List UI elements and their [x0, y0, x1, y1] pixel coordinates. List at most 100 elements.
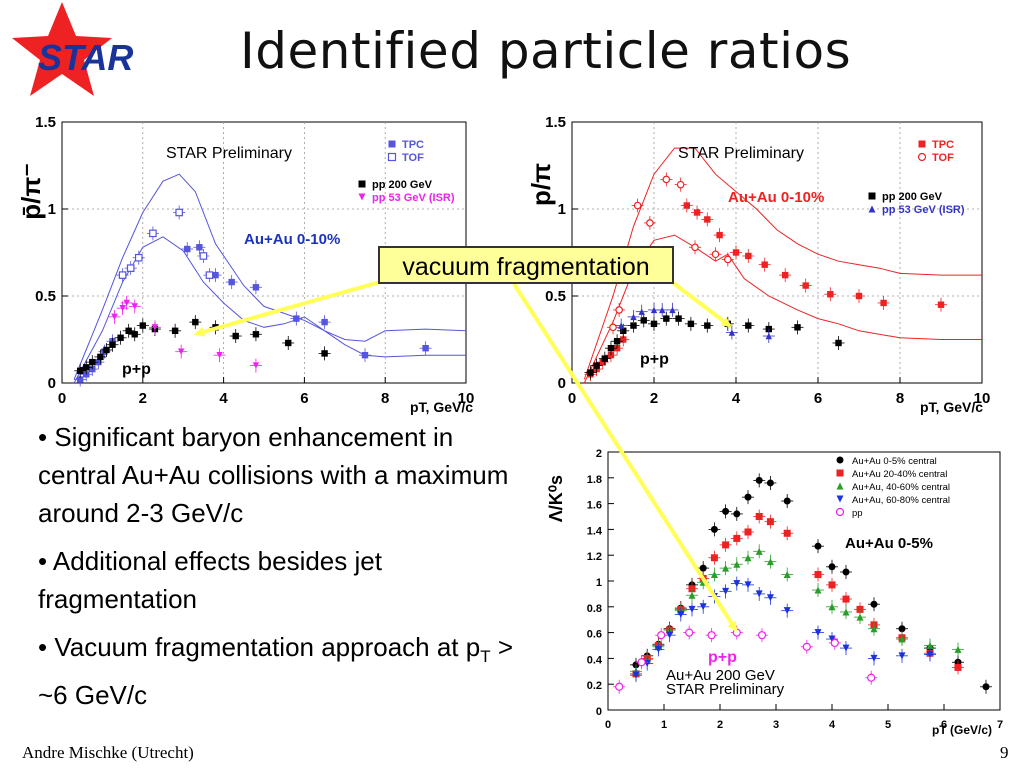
legend-label: TPC [932, 139, 954, 151]
data-point [76, 367, 84, 375]
x-tick-label: 8 [896, 390, 904, 407]
y-axis-label: p/π [526, 163, 556, 206]
data-point [109, 341, 116, 348]
data-point [97, 353, 104, 361]
data-point [252, 331, 260, 338]
x-tick-label: 0 [568, 390, 576, 407]
data-point [802, 282, 809, 289]
legend-label: Au+Au 0-5% central [852, 456, 937, 467]
data-point [593, 362, 600, 369]
data-point [184, 245, 191, 253]
data-point [755, 547, 763, 555]
data-point [745, 322, 752, 329]
data-point [982, 683, 990, 691]
data-point [794, 324, 801, 331]
data-point [766, 558, 774, 566]
data-point [117, 334, 124, 341]
legend-marker [918, 140, 926, 148]
data-point [722, 541, 730, 549]
data-point [126, 264, 135, 272]
data-point [954, 663, 962, 671]
data-point [733, 510, 741, 518]
legend-marker [358, 180, 366, 188]
footer-author: Andre Mischke (Utrecht) [22, 743, 194, 762]
data-point [711, 250, 720, 259]
data-point [212, 324, 219, 331]
x-tick-label: 6 [300, 390, 308, 407]
data-point [710, 525, 718, 533]
data-point [646, 219, 654, 227]
data-point [293, 315, 300, 322]
data-point [687, 320, 695, 328]
data-point [755, 513, 763, 520]
data-point [131, 303, 138, 310]
x-tick-label: 6 [814, 390, 822, 407]
bullet-item: • Significant baryon enhancement in cent… [38, 422, 509, 528]
data-point [123, 299, 130, 307]
data-point [704, 322, 711, 329]
data-point [175, 208, 183, 217]
legend-marker [836, 456, 844, 464]
data-point [783, 497, 791, 505]
x-tick-label: 4 [219, 390, 228, 407]
data-point [321, 350, 328, 357]
data-point [699, 564, 707, 572]
legend-marker [836, 482, 844, 490]
system-label: Au+Au 0-10% [244, 231, 340, 248]
data-point [710, 554, 718, 562]
data-point [867, 673, 876, 682]
data-point [632, 671, 640, 679]
data-point [666, 631, 674, 639]
data-point [212, 271, 219, 279]
y-tick-label: 2 [596, 448, 602, 460]
caption-energy: Au+Au 200 GeV [666, 667, 775, 684]
legend-label: pp 200 GeV [372, 179, 433, 191]
bullet-list: • Significant baryon enhancement in cent… [38, 418, 518, 724]
x-tick-label: 6 [941, 719, 947, 731]
data-point [724, 320, 731, 328]
data-point [828, 603, 836, 611]
x-axis-label: pT (GeV/c) [932, 723, 992, 737]
data-point [898, 635, 906, 643]
data-point [856, 605, 864, 613]
data-point [732, 628, 741, 637]
x-tick-label: 4 [829, 719, 836, 731]
data-point [177, 348, 185, 355]
band-upper-line [583, 147, 982, 380]
data-point [755, 590, 763, 598]
legend-marker [836, 495, 844, 503]
data-point [830, 638, 839, 648]
data-point [856, 613, 864, 621]
y-tick-label: 1.6 [587, 500, 602, 512]
y-tick-label: 1.5 [35, 114, 56, 131]
x-tick-label: 2 [717, 719, 723, 731]
data-point [83, 364, 90, 371]
data-point [814, 571, 822, 579]
data-point [761, 261, 768, 268]
data-point [842, 568, 850, 576]
legend-label: TOF [402, 152, 424, 164]
system-label: Au+Au 0-10% [728, 189, 824, 206]
data-point [205, 271, 214, 279]
data-point [766, 518, 774, 526]
slide-title: Identified particle ratios [240, 22, 852, 80]
legend-marker [917, 152, 927, 162]
bullet-text: > ~6 GeV/c [38, 632, 514, 711]
pp-label: p+p [122, 361, 151, 378]
data-point [422, 345, 429, 352]
system-label: Au+Au 0-5% [845, 535, 933, 552]
data-point [171, 327, 179, 334]
y-tick-label: 1.5 [545, 114, 566, 131]
data-point [675, 315, 682, 322]
data-point [228, 278, 235, 286]
x-tick-label: 4 [732, 390, 741, 407]
data-point [744, 528, 752, 536]
data-point [663, 315, 670, 322]
x-tick-label: 0 [58, 390, 66, 407]
x-tick-label: 8 [381, 390, 389, 407]
x-tick-label: 5 [885, 719, 891, 731]
data-point [732, 249, 740, 256]
data-point [637, 658, 646, 667]
data-point [151, 324, 159, 331]
data-point [842, 595, 850, 603]
